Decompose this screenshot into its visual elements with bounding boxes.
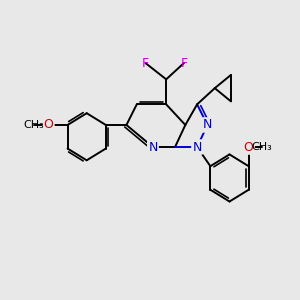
Text: N: N (192, 141, 202, 154)
Text: CH₃: CH₃ (251, 142, 272, 152)
Text: F: F (180, 57, 188, 70)
Text: N: N (203, 118, 212, 131)
Text: F: F (142, 57, 149, 70)
Text: CH₃: CH₃ (23, 120, 44, 130)
Text: N: N (148, 141, 158, 154)
Text: O: O (44, 118, 53, 131)
Text: O: O (244, 141, 254, 154)
